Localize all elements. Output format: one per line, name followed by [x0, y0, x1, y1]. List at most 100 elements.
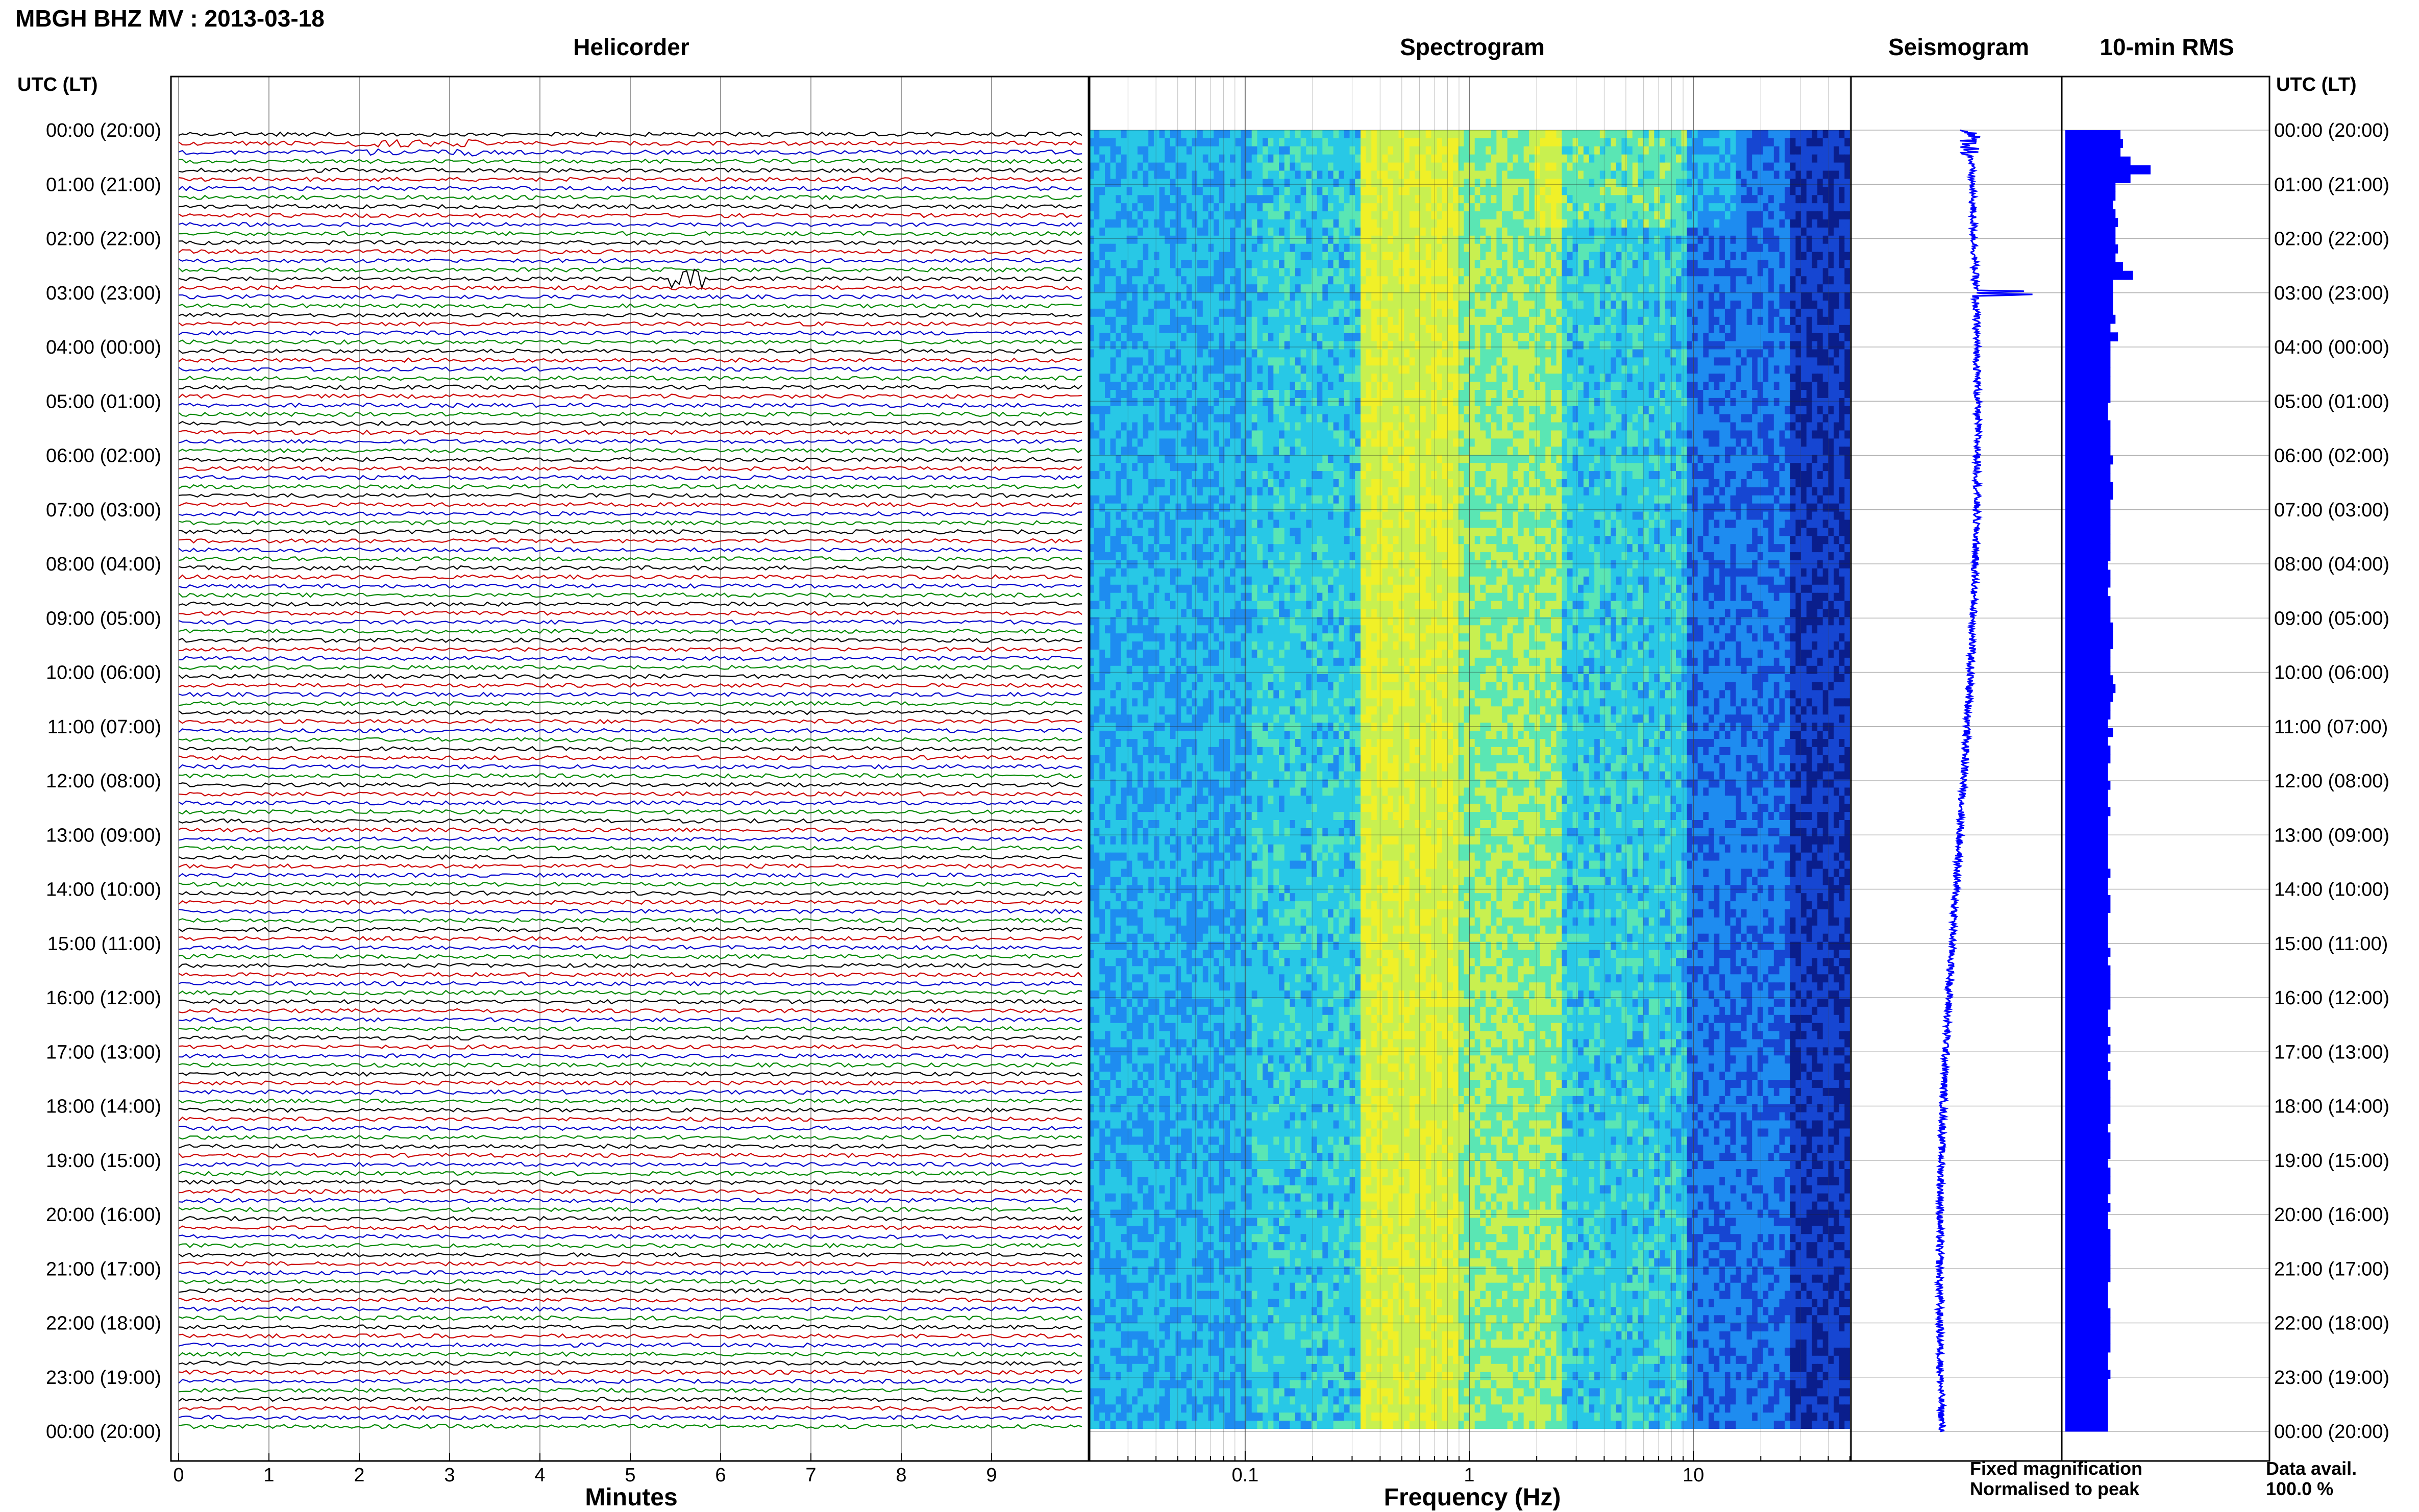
spectrogram-cell — [1148, 187, 1154, 195]
spectrogram-cell — [1317, 163, 1323, 171]
spectrogram-cell — [1176, 211, 1181, 220]
spectrogram-cell — [1736, 203, 1741, 212]
spectrogram-cell — [1388, 179, 1393, 187]
spectrogram-cell — [1524, 138, 1529, 147]
spectrogram-cell — [1747, 203, 1752, 212]
spectrogram-cell — [1361, 203, 1366, 212]
spectrogram-cell — [1703, 138, 1709, 147]
spectrogram-cell — [1159, 187, 1165, 195]
spectrogram-cell — [1285, 187, 1290, 195]
spectrogram-cell — [1290, 146, 1295, 155]
spectrogram-cell — [1687, 187, 1692, 195]
spectrogram-cell — [1513, 138, 1518, 147]
spectrogram-cell — [1279, 155, 1285, 163]
spectrogram-cell — [1344, 187, 1350, 195]
spectrogram-cell — [1192, 155, 1198, 163]
spectrogram-cell — [1616, 163, 1622, 171]
spectrogram-cell — [1763, 163, 1769, 171]
spectrogram-cell — [1643, 195, 1649, 204]
spectrogram-cell — [1589, 203, 1595, 212]
spectrogram-cell — [1687, 155, 1692, 163]
rms-title: 10-min RMS — [2100, 34, 2234, 60]
spectrogram-cell — [1317, 171, 1323, 180]
spectrogram-cell — [1355, 195, 1361, 204]
spectrogram-cell — [1192, 171, 1198, 180]
spectrogram-cell — [1557, 130, 1562, 139]
spectrogram-cell — [1643, 146, 1649, 155]
spectrogram-cell — [1557, 179, 1562, 187]
spectrogram-cell — [1431, 195, 1437, 204]
spectrogram-cell — [1529, 195, 1535, 204]
spectrogram-cell — [1148, 155, 1154, 163]
spectrogram-cell — [1241, 155, 1246, 163]
spectrogram-cell — [1823, 130, 1829, 139]
spectrogram-cell — [1138, 171, 1143, 180]
spectrogram-cell — [1774, 146, 1780, 155]
spectrogram-cell — [1469, 138, 1475, 147]
spectrogram-cell — [1165, 187, 1170, 195]
spectrogram-cell — [1208, 203, 1214, 212]
spectrogram-cell — [1518, 130, 1524, 139]
spectrogram-cell — [1828, 171, 1834, 180]
spectrogram-cell — [1208, 195, 1214, 204]
spectrogram-cell — [1224, 130, 1230, 139]
spectrogram-cell — [1268, 138, 1274, 147]
spectrogram-cell — [1768, 163, 1774, 171]
spectrogram-cell — [1844, 130, 1850, 139]
spectrogram-cell — [1741, 138, 1747, 147]
spectrogram-cell — [1322, 179, 1328, 187]
spectrogram-cell — [1176, 155, 1181, 163]
spectrogram-cell — [1165, 211, 1170, 220]
spectrogram-cell — [1682, 146, 1687, 155]
spectrogram-cell — [1143, 163, 1149, 171]
spectrogram-cell — [1377, 130, 1383, 139]
time-label-left: 21:00 (17:00) — [46, 1258, 161, 1280]
spectrogram-cell — [1496, 203, 1502, 212]
spectrogram-cell — [1768, 171, 1774, 180]
spectrogram-cell — [1116, 130, 1121, 139]
spectrogram-cell — [1366, 146, 1372, 155]
spectrogram-cell — [1496, 155, 1502, 163]
spectrogram-cell — [1383, 195, 1388, 204]
spectrogram-cell — [1719, 187, 1725, 195]
spectrogram-cell — [1110, 211, 1116, 220]
time-label-right: 11:00 (07:00) — [2274, 716, 2388, 738]
spectrogram-cell — [1578, 195, 1584, 204]
spectrogram-cell — [1334, 195, 1339, 204]
spectrogram-cell — [1785, 195, 1790, 204]
spectrogram-cell — [1741, 179, 1747, 187]
spectrogram-cell — [1540, 130, 1546, 139]
spectrogram-cell — [1698, 146, 1704, 155]
spectrogram-cell — [1654, 163, 1660, 171]
spectrogram-cell — [1719, 203, 1725, 212]
spectrogram-cell — [1426, 187, 1431, 195]
spectrogram-cell — [1268, 171, 1274, 180]
spectrogram-cell — [1780, 187, 1785, 195]
spectrogram-cell — [1453, 130, 1459, 139]
spectrogram-cell — [1774, 203, 1780, 212]
spectrogram-cell — [1165, 155, 1170, 163]
spectrogram-cell — [1714, 203, 1720, 212]
spectrogram-cell — [1649, 130, 1655, 139]
spectrogram-cell — [1486, 130, 1491, 139]
spectrogram-cell — [1214, 171, 1219, 180]
spectrogram-cell — [1638, 179, 1643, 187]
spectrogram-cell — [1273, 187, 1279, 195]
spectrogram-cell — [1132, 179, 1138, 187]
spectrogram-cell — [1502, 179, 1508, 187]
spectrogram-cell — [1774, 179, 1780, 187]
spectrogram-cell — [1491, 171, 1497, 180]
spectrogram-cell — [1491, 146, 1497, 155]
spectrogram-cell — [1643, 155, 1649, 163]
spectrogram-cell — [1638, 203, 1643, 212]
spectrogram-cell — [1719, 171, 1725, 180]
spectrogram-cell — [1127, 163, 1132, 171]
spectrogram-cell — [1159, 179, 1165, 187]
spectrogram-cell — [1094, 187, 1100, 195]
spectrogram-cell — [1159, 130, 1165, 139]
spectrogram-cell — [1295, 130, 1301, 139]
spectrogram-cell — [1670, 171, 1676, 180]
spectrogram-cell — [1301, 171, 1306, 180]
spectrogram-cell — [1404, 138, 1410, 147]
spectrogram-cell — [1099, 203, 1105, 212]
